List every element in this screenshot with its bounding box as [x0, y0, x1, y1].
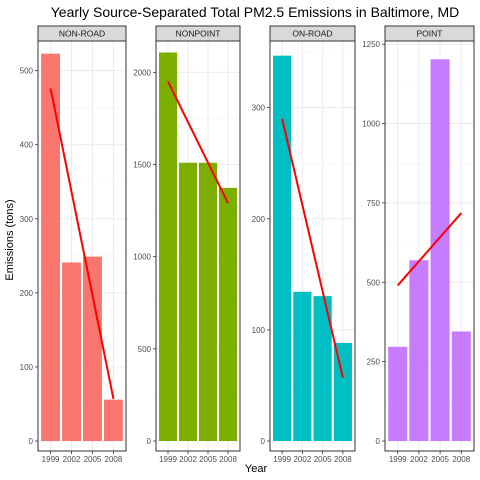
x-tick-label: 2002: [293, 455, 311, 464]
facet-panel-2: ON-ROAD 0 100 200 300 1999 2002 2005 2008: [252, 25, 356, 464]
y-tick-label: 0: [376, 437, 381, 446]
facet-panel-0: NON-ROAD 0 100 200 300 400 500 1999 2002 2005 2008: [20, 25, 127, 464]
x-tick-label: 2005: [84, 455, 102, 464]
x-tick-label: 2002: [63, 455, 81, 464]
y-tick-label: 1250: [362, 40, 380, 49]
bar-point-1999: [388, 346, 408, 441]
y-tick-label: 300: [20, 215, 34, 224]
facet-strip-label: NON-ROAD: [59, 29, 105, 39]
x-tick-label: 2008: [452, 455, 470, 464]
bar-nonpoint-2008: [219, 187, 237, 441]
y-tick-label: 200: [20, 289, 34, 298]
y-tick-label: 400: [20, 141, 34, 150]
y-tick-label: 250: [367, 358, 381, 367]
y-tick-label: 1000: [133, 253, 151, 262]
y-tick-label: 500: [138, 345, 152, 354]
y-tick-label: 200: [252, 215, 266, 224]
y-axis-title: Emissions (tons): [4, 199, 16, 280]
x-tick-label: 1999: [389, 455, 407, 464]
x-tick-label: 1999: [42, 455, 60, 464]
facet-strip-label: NONPOINT: [176, 29, 221, 39]
x-tick-label: 2008: [105, 455, 123, 464]
bar-on-road-1999: [273, 55, 292, 442]
facet-strip: [37, 25, 127, 42]
bar-non-road-2005: [83, 256, 102, 441]
y-tick-label: 0: [147, 437, 152, 446]
y-tick-label: 100: [252, 326, 266, 335]
y-tick-label: 1000: [362, 120, 380, 129]
bar-non-road-2008: [104, 399, 123, 441]
bar-on-road-2002: [293, 291, 312, 441]
bar-point-2005: [430, 59, 450, 441]
x-tick-label: 2005: [431, 455, 449, 464]
y-tick-label: 300: [252, 104, 266, 113]
y-tick-label: 0: [261, 437, 266, 446]
x-tick-label: 2005: [314, 455, 332, 464]
facet-strip: [384, 25, 475, 42]
y-tick-label: 500: [20, 67, 34, 76]
bar-point-2002: [409, 260, 429, 441]
trend-line: [167, 81, 229, 204]
bar-nonpoint-1999: [159, 52, 177, 441]
x-tick-label: 2008: [219, 455, 237, 464]
y-tick-label: 500: [367, 278, 381, 287]
trend-line: [49, 88, 115, 399]
bar-nonpoint-2002: [179, 162, 197, 441]
x-tick-label: 1999: [159, 455, 177, 464]
trend-line: [396, 212, 463, 287]
facet-panel-3: POINT 0 250 500 750 1000 1250 1999 2002 2005 2008: [362, 25, 475, 464]
facet-strip-label: POINT: [417, 29, 443, 39]
chart-title: Yearly Source-Separated Total PM2.5 Emis…: [51, 4, 460, 20]
facet-strip-label: ON-ROAD: [292, 29, 332, 39]
y-tick-label: 0: [29, 437, 34, 446]
y-tick-label: 1500: [133, 161, 151, 170]
y-tick-label: 2000: [133, 68, 151, 77]
bar-non-road-2002: [62, 262, 81, 441]
bar-point-2008: [451, 331, 471, 441]
bar-non-road-1999: [41, 53, 60, 442]
y-tick-label: 100: [20, 363, 34, 372]
facet-strip: [269, 25, 356, 42]
x-tick-label: 2008: [334, 455, 352, 464]
facet-panel-1: NONPOINT 0 500 1000 1500 2000 1999 2002 2005 2008: [133, 25, 241, 464]
x-tick-label: 2005: [199, 455, 217, 464]
bar-on-road-2008: [333, 342, 352, 441]
facet-strip: [155, 25, 241, 42]
x-tick-label: 2002: [410, 455, 428, 464]
y-tick-label: 750: [367, 199, 381, 208]
x-tick-label: 2002: [179, 455, 197, 464]
trend-line: [281, 118, 344, 378]
x-tick-label: 1999: [273, 455, 291, 464]
bar-on-road-2005: [313, 296, 332, 441]
bar-nonpoint-2005: [199, 162, 217, 441]
x-axis-title: Year: [245, 463, 268, 475]
